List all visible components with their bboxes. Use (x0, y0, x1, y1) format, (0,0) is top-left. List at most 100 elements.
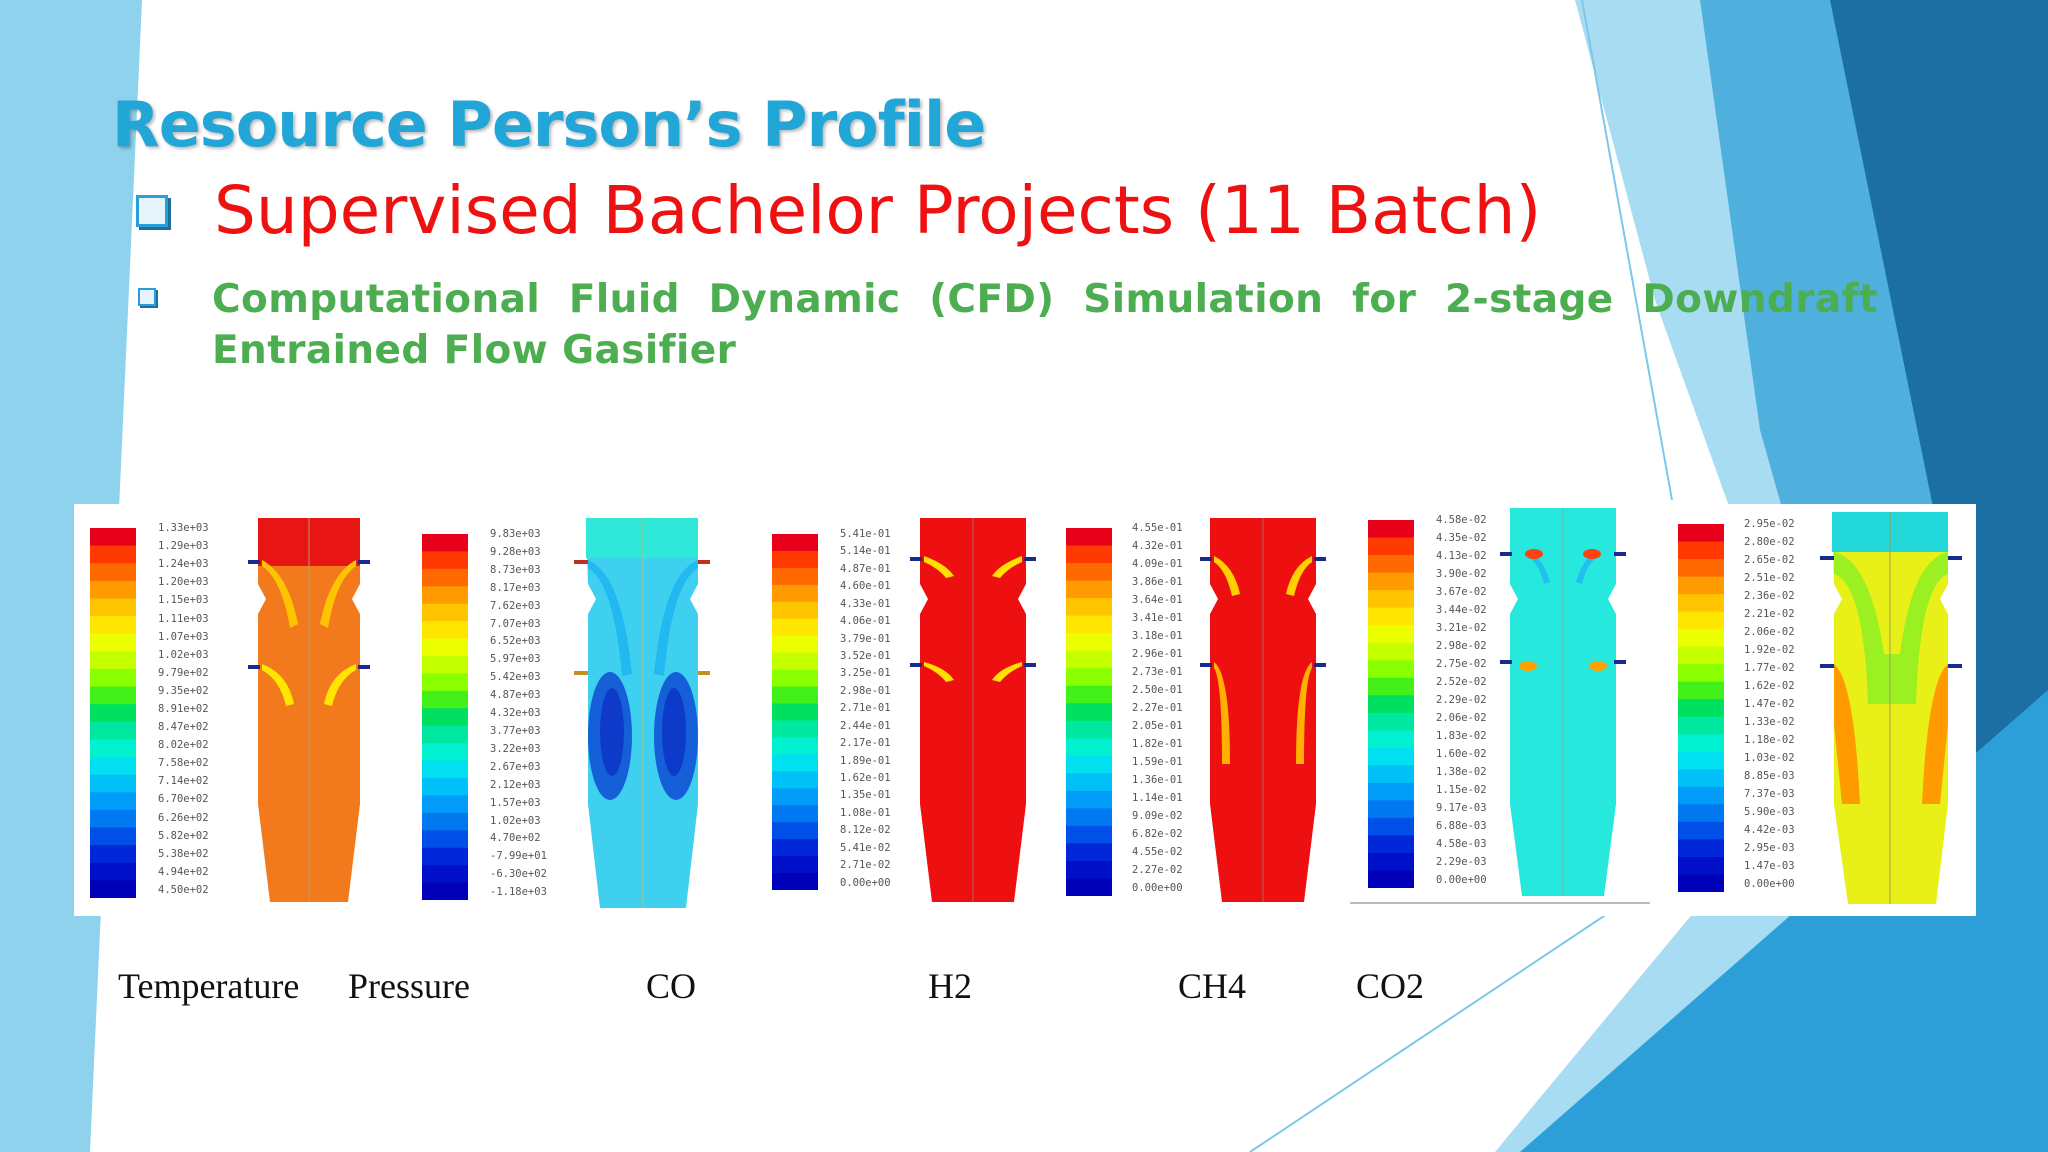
colorbar-tick-label: 9.28e+03 (490, 545, 541, 558)
colorbar-swatch (90, 651, 136, 670)
slide-title: Resource Person’s Profile (112, 88, 986, 161)
colorbar-tick-label: 3.41e-01 (1132, 612, 1183, 624)
colorbar-swatch (1368, 537, 1414, 556)
checkbox-bullet-icon (136, 194, 168, 227)
colorbar-swatch (422, 586, 468, 605)
colorbar-tick-label: 2.71e-01 (840, 702, 891, 715)
colorbar-swatch (772, 805, 818, 823)
temperature-contour (248, 518, 370, 902)
colorbar-swatch (422, 534, 468, 553)
colorbar-tick-label: -6.30e+02 (490, 868, 547, 881)
colorbar-swatch (422, 673, 468, 692)
colorbar-swatch (772, 669, 818, 688)
colorbar-tick-label: 1.14e-01 (1132, 792, 1183, 804)
colorbar-tick-label: 5.41e-01 (840, 528, 891, 540)
caption-co2: CO2 (1356, 966, 1425, 1006)
colorbar-swatch (90, 633, 136, 652)
colorbar-tick-label: 8.47e+02 (158, 721, 209, 733)
colorbar-swatch (1368, 607, 1414, 626)
colorbar-swatch (1066, 650, 1112, 669)
colorbar-swatch (422, 830, 468, 849)
colorbar-swatch (1066, 720, 1112, 739)
colorbar-swatch (1066, 773, 1112, 792)
pressure-contour (574, 518, 710, 908)
colorbar-tick-label: 2.65e-02 (1744, 554, 1795, 566)
colorbar-tick-label: 1.33e-02 (1744, 716, 1795, 728)
colorbar-tick-label: 2.96e-01 (1132, 648, 1183, 660)
colorbar-tick-label: 7.07e+03 (490, 617, 541, 630)
colorbar-tick-label: 1.77e-02 (1744, 662, 1795, 674)
figure-captions: Temperature Pressure CO H2 CH4 CO2 (0, 965, 2048, 1015)
colorbar-tick-label: 0.00e+00 (1744, 878, 1795, 890)
left-blue-shape (0, 0, 142, 1152)
colorbar-tick-label: 9.17e-03 (1436, 802, 1487, 814)
colorbar-tick-label: 4.09e-01 (1132, 558, 1183, 570)
colorbar-swatch (1066, 843, 1112, 862)
colorbar-swatch (1066, 860, 1112, 880)
colorbar-swatch (1368, 765, 1414, 784)
colorbar-swatch (1678, 664, 1724, 683)
colorbar-tick-label: 2.98e-02 (1436, 640, 1487, 652)
colorbar-swatch (1678, 804, 1724, 823)
colorbar-swatch (1368, 870, 1414, 888)
colorbar-swatch (422, 621, 468, 640)
colorbar-tick-label: 8.17e+03 (490, 581, 541, 594)
colorbar-swatch (1066, 685, 1112, 704)
checkbox-bullet-icon (138, 288, 156, 306)
colorbar-swatch (1368, 712, 1414, 731)
colorbar-swatch (422, 568, 468, 587)
colorbar-swatch (1368, 555, 1414, 574)
colorbar-tick-label: 5.90e-03 (1744, 806, 1795, 818)
colorbar-tick-label: 1.83e-02 (1436, 730, 1487, 742)
colorbar-tick-label: 3.79e-01 (840, 632, 891, 645)
colorbar-swatch (772, 652, 818, 671)
temperature-panel: 1.33e+03 1.29e+03 1.24e+03 1.20e+03 1.15e+03… (74, 504, 394, 916)
colorbar-swatch (1678, 594, 1724, 613)
colorbar-swatch (90, 721, 136, 741)
colorbar-tick-label: 1.33e+03 (158, 522, 209, 534)
colorbar-swatch (90, 757, 136, 776)
colorbar-tick-label: 5.42e+03 (490, 671, 541, 684)
colorbar-tick-label: 2.17e-01 (840, 737, 891, 750)
colorbar-tick-label: 2.98e-01 (840, 684, 891, 697)
colorbar-swatch (772, 856, 818, 874)
subheading-bullet: Computational Fluid Dynamic (CFD) Simula… (138, 274, 1878, 376)
colorbar-tick-label: 4.50e+02 (158, 883, 209, 896)
colorbar-swatch (422, 690, 468, 709)
colorbar-tick-label: 4.33e-01 (840, 597, 891, 610)
colorbar-tick-label: 3.90e-02 (1436, 568, 1487, 580)
colorbar-swatch (772, 788, 818, 806)
ch4-baseline (1350, 902, 1650, 904)
h2-colorbar (1066, 528, 1112, 896)
colorbar-swatch (422, 812, 468, 831)
colorbar-tick-label: 6.52e+03 (490, 635, 541, 648)
subheading-text: Computational Fluid Dynamic (CFD) Simula… (212, 277, 1878, 373)
colorbar-swatch (1368, 520, 1414, 539)
colorbar-tick-label: 2.67e+03 (490, 760, 541, 773)
colorbar-tick-label: 4.55e-01 (1132, 522, 1183, 534)
temperature-colorbar-labels: 1.33e+03 1.29e+03 1.24e+03 1.20e+03 1.15e+03… (158, 522, 238, 902)
colorbar-tick-label: 2.71e-02 (840, 859, 891, 872)
colorbar-tick-label: 4.55e-02 (1132, 846, 1183, 858)
colorbar-tick-label: 2.80e-02 (1744, 536, 1795, 548)
colorbar-tick-label: 1.18e-02 (1744, 734, 1795, 746)
colorbar-tick-label: 4.87e+03 (490, 689, 541, 702)
colorbar-swatch (1066, 598, 1112, 617)
cfd-contour-figure: 1.33e+03 1.29e+03 1.24e+03 1.20e+03 1.15e+03… (74, 504, 1976, 916)
colorbar-swatch (772, 771, 818, 789)
colorbar-tick-label: 1.29e+03 (158, 540, 209, 553)
colorbar-swatch (90, 792, 136, 811)
colorbar-swatch (1368, 590, 1414, 609)
colorbar-tick-label: 5.41e-02 (840, 841, 891, 854)
colorbar-swatch (1066, 878, 1112, 896)
colorbar-tick-label: 9.79e+02 (158, 666, 209, 679)
colorbar-tick-label: 8.12e-02 (840, 824, 891, 837)
colorbar-swatch (1066, 528, 1112, 547)
colorbar-tick-label: 2.06e-02 (1436, 712, 1487, 724)
colorbar-tick-label: 2.27e-02 (1132, 864, 1183, 876)
colorbar-swatch (1368, 730, 1414, 749)
colorbar-swatch (422, 725, 468, 744)
colorbar-tick-label: 2.21e-02 (1744, 608, 1795, 620)
colorbar-swatch (90, 880, 136, 898)
pressure-colorbar (422, 534, 468, 900)
